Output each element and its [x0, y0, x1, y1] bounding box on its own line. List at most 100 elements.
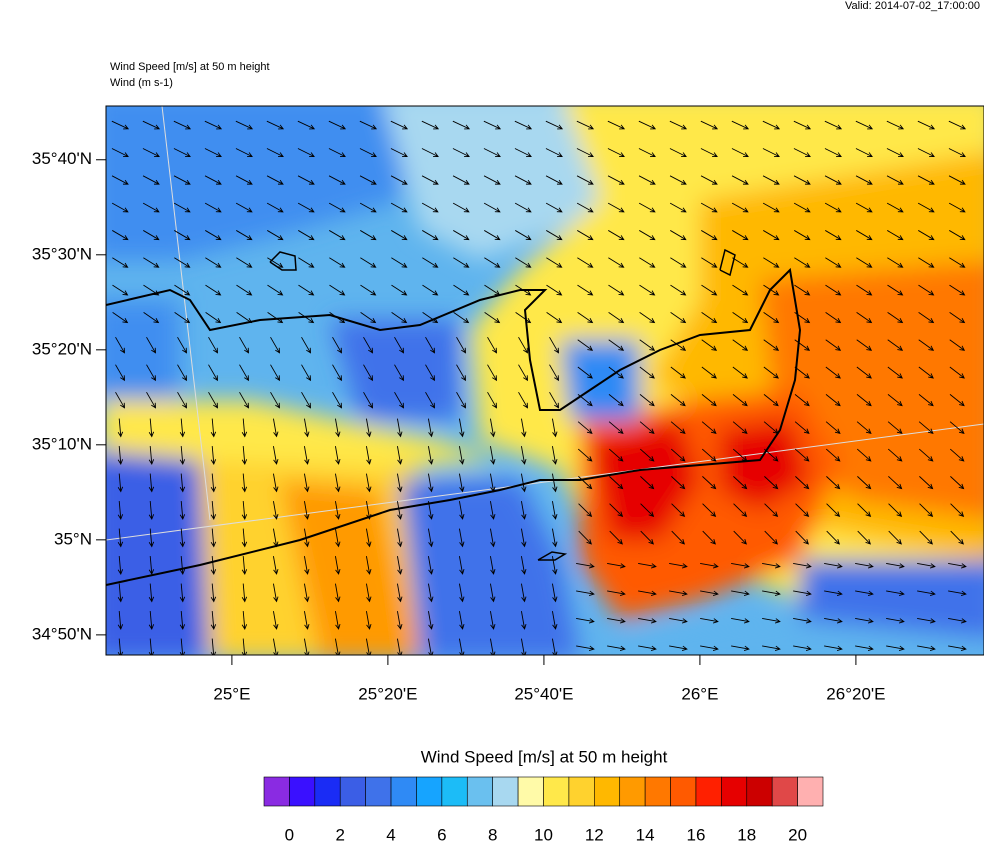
wind-arrow	[359, 120, 378, 130]
wind-arrow	[638, 645, 657, 651]
wind-arrow	[298, 230, 315, 241]
wind-arrow	[179, 638, 186, 655]
wind-arrow	[489, 638, 496, 655]
wind-arrow	[576, 590, 595, 596]
wind-arrow	[111, 175, 129, 185]
vector-title: Wind (m s-1)	[110, 77, 173, 89]
wind-arrow	[241, 418, 248, 438]
wind-arrow	[301, 391, 311, 409]
wind-arrow	[576, 645, 595, 651]
wind-arrow	[824, 562, 843, 569]
wind-arrow	[701, 421, 717, 434]
wind-arrow	[363, 336, 373, 354]
wind-arrow	[795, 476, 810, 490]
wind-arrow	[551, 418, 558, 438]
wind-arrow	[205, 257, 222, 268]
wind-arrow	[640, 530, 654, 545]
wind-arrow	[826, 476, 841, 490]
wind-arrow	[270, 336, 280, 354]
wind-arrow	[825, 421, 841, 434]
wind-arrow	[670, 312, 687, 324]
wind-arrow	[489, 583, 496, 603]
field-title: Wind Speed [m/s] at 50 m height	[110, 61, 270, 73]
wind-arrow	[855, 617, 874, 624]
wind-arrow	[638, 148, 656, 158]
wind-arrow	[701, 284, 718, 296]
colorbar-swatch	[517, 776, 544, 807]
wind-arrow	[360, 257, 377, 268]
wind-arrow	[638, 617, 657, 624]
wind-arrow	[210, 610, 217, 630]
wind-arrow	[173, 120, 192, 130]
wind-arrow	[210, 555, 217, 575]
wind-arrow	[824, 590, 843, 596]
wind-arrow	[886, 175, 904, 185]
wind-arrow	[270, 391, 280, 409]
wind-arrow	[267, 257, 284, 268]
wind-arrow	[948, 202, 966, 213]
wind-arrow	[546, 230, 563, 241]
wind-arrow	[639, 312, 656, 324]
wind-arrow	[365, 473, 372, 493]
colorbar-swatch	[644, 776, 671, 807]
colorbar-swatch	[365, 776, 392, 807]
wind-arrow	[241, 528, 248, 548]
wind-arrow	[763, 284, 780, 296]
wind-arrow	[793, 175, 811, 185]
wind-arrow	[549, 364, 559, 382]
wind-arrow	[452, 175, 470, 185]
wind-arrow	[146, 364, 156, 382]
wind-arrow	[545, 202, 563, 213]
wind-arrow	[793, 562, 812, 569]
wind-arrow	[919, 476, 934, 490]
wind-arrow	[551, 528, 558, 548]
wind-arrow	[826, 503, 841, 517]
wind-arrow	[700, 590, 719, 596]
wind-arrow	[577, 339, 594, 351]
wind-arrow	[489, 501, 496, 520]
wind-arrow	[609, 530, 623, 545]
wind-arrow	[887, 312, 904, 324]
wind-arrow	[917, 175, 935, 185]
wind-arrow	[117, 418, 124, 438]
wind-arrow	[421, 120, 440, 130]
wind-arrow	[456, 336, 466, 354]
wind-arrow	[764, 476, 779, 490]
wind-arrow	[177, 364, 187, 382]
wind-arrow	[453, 230, 470, 241]
lon-tick-label: 25°40'E	[514, 684, 573, 703]
wind-arrow	[700, 120, 719, 130]
wind-arrow	[328, 120, 347, 130]
wind-arrow	[886, 148, 904, 158]
wind-arrow	[394, 364, 404, 382]
wind-arrow	[949, 257, 966, 268]
wind-arrow	[732, 421, 748, 434]
wind-arrow	[607, 562, 626, 569]
colorbar-tick-label: 12	[585, 825, 604, 844]
wind-arrow	[855, 590, 874, 596]
wind-arrow	[576, 562, 595, 569]
wind-arrow	[549, 336, 559, 354]
wind-arrow	[887, 421, 903, 434]
wind-arrow	[458, 583, 465, 603]
wind-arrow	[577, 394, 593, 407]
colorbar-title: Wind Speed [m/s] at 50 m height	[421, 747, 668, 766]
wind-arrow	[143, 257, 160, 268]
wind-arrow	[764, 530, 778, 545]
wind-arrow	[824, 175, 842, 185]
wind-arrow	[267, 230, 284, 241]
wind-arrow	[733, 503, 748, 517]
wind-arrow	[919, 503, 934, 517]
wind-arrow	[918, 448, 934, 462]
wind-arrow	[608, 284, 625, 296]
wind-arrow	[332, 364, 342, 382]
wind-arrow	[458, 473, 465, 493]
valid-time: Valid: 2014-07-02_17:00:00	[845, 0, 980, 12]
wind-arrow	[793, 120, 812, 130]
wind-arrow	[607, 590, 626, 596]
wind-arrow	[671, 476, 686, 490]
wind-arrow	[669, 202, 687, 213]
wind-arrow	[795, 530, 809, 545]
wind-arrow	[179, 500, 186, 520]
wind-arrow	[638, 590, 657, 596]
